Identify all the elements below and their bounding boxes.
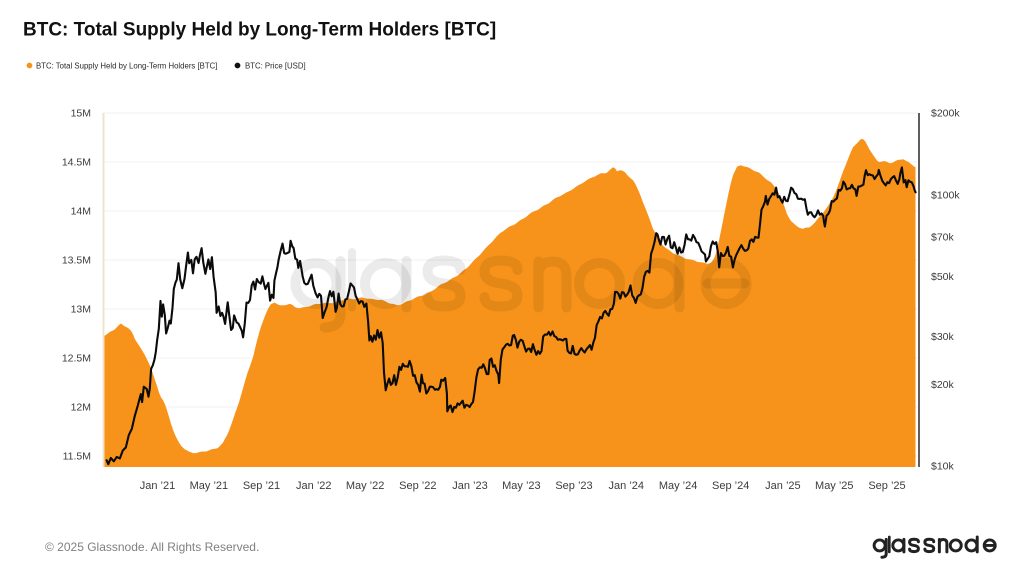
svg-text:$70k: $70k [931,231,955,243]
svg-text:Sep ’21: Sep ’21 [243,480,280,492]
svg-text:$20k: $20k [931,379,955,391]
svg-text:Jan ’21: Jan ’21 [140,480,175,492]
svg-text:12M: 12M [71,402,91,414]
svg-text:$200k: $200k [931,108,960,120]
svg-text:BTC: Total Supply Held by Long: BTC: Total Supply Held by Long-Term Hold… [36,62,217,71]
svg-text:11.5M: 11.5M [63,451,91,463]
svg-text:$100k: $100k [931,189,960,201]
svg-text:© 2025 Glassnode. All Rights R: © 2025 Glassnode. All Rights Reserved. [45,540,259,554]
svg-text:Sep ’23: Sep ’23 [555,480,592,492]
svg-text:BTC: Price [USD]: BTC: Price [USD] [245,62,306,71]
svg-text:12.5M: 12.5M [62,353,91,365]
svg-text:Jan ’24: Jan ’24 [609,480,644,492]
svg-text:14.5M: 14.5M [62,157,91,169]
svg-text:BTC: Total Supply Held by Long: BTC: Total Supply Held by Long-Term Hold… [23,20,496,41]
svg-text:May ’25: May ’25 [815,480,854,492]
svg-text:13M: 13M [71,304,91,316]
svg-text:Sep ’25: Sep ’25 [868,480,905,492]
svg-text:13.5M: 13.5M [62,255,91,267]
svg-text:May ’21: May ’21 [190,480,229,492]
svg-text:Sep ’24: Sep ’24 [712,480,749,492]
svg-text:Jan ’23: Jan ’23 [452,480,487,492]
svg-text:$10k: $10k [931,461,955,473]
svg-text:May ’24: May ’24 [659,480,698,492]
svg-text:$30k: $30k [931,331,955,343]
svg-text:Jan ’25: Jan ’25 [765,480,800,492]
svg-text:15M: 15M [71,108,91,120]
svg-text:May ’22: May ’22 [346,480,385,492]
svg-text:Sep ’22: Sep ’22 [399,480,436,492]
svg-text:Jan ’22: Jan ’22 [296,480,331,492]
svg-text:$50k: $50k [931,271,955,283]
svg-text:May ’23: May ’23 [502,480,541,492]
svg-text:14M: 14M [71,206,91,218]
